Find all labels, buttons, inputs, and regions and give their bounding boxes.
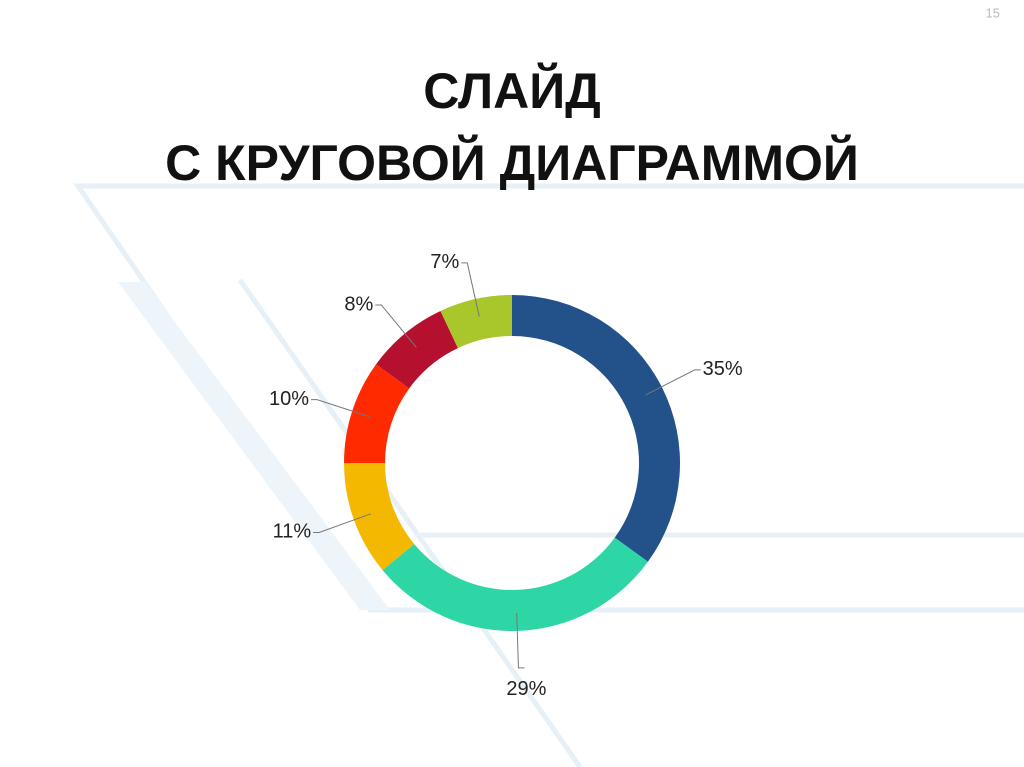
leader-line bbox=[313, 513, 372, 533]
donut-segment bbox=[440, 295, 512, 349]
title-line: С КРУГОВОЙ ДИАГРАММОЙ bbox=[165, 134, 859, 191]
deco-band bbox=[118, 282, 390, 610]
donut-segment bbox=[376, 310, 458, 389]
donut-segment bbox=[344, 463, 415, 571]
title-line: СЛАЙД bbox=[423, 62, 601, 119]
data-label: 8% bbox=[344, 293, 373, 315]
background-decoration bbox=[73, 183, 1024, 767]
leader-line bbox=[375, 304, 417, 348]
data-label: 35% bbox=[703, 358, 743, 380]
data-label: 11% bbox=[273, 521, 312, 543]
data-label: 10% bbox=[269, 388, 309, 410]
page-number: 15 bbox=[986, 5, 1000, 20]
leader-line bbox=[461, 262, 480, 317]
donut-segment bbox=[344, 364, 410, 463]
donut-segment bbox=[512, 295, 680, 562]
deco-line bbox=[237, 278, 583, 767]
data-label: 29% bbox=[506, 678, 546, 700]
donut-segment bbox=[382, 537, 648, 631]
leader-line bbox=[311, 399, 370, 418]
leader-line bbox=[516, 612, 525, 669]
data-label: 7% bbox=[430, 251, 459, 273]
leader-line bbox=[645, 369, 701, 396]
